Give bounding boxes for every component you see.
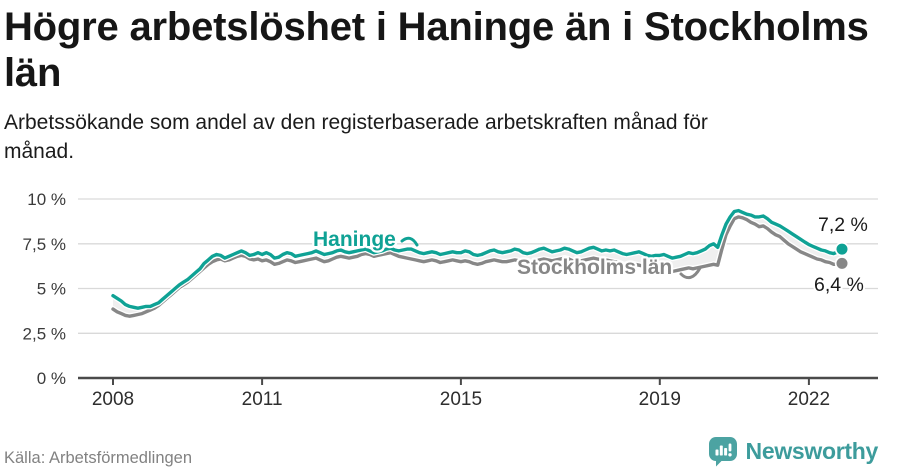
haninge-line <box>111 208 844 310</box>
y-tick-label: 5 % <box>37 279 66 298</box>
stockholms-lan-line-casing <box>110 213 845 320</box>
haninge-label-connector <box>400 236 419 247</box>
stockholms-lan-label-connector <box>679 266 702 280</box>
chart-title: Högre arbetslöshet i Haninge än i Stockh… <box>4 5 869 95</box>
x-tick-label: 2019 <box>639 389 681 410</box>
x-tick-label: 2022 <box>788 389 830 410</box>
source-note: Källa: Arbetsförmedlingen <box>4 448 193 467</box>
x-tick-label: 2011 <box>242 389 283 410</box>
y-tick-label: 2,5 % <box>23 324 66 343</box>
x-tick-label: 2015 <box>440 389 482 410</box>
stockholms-lan-end-value-label: 6,4 % <box>814 274 864 296</box>
chart-footer: Källa: Arbetsförmedlingen Newsworthy <box>4 436 900 468</box>
chart-canvas: 10 % 7,5 % 5 % 2,5 % 0 % 2008 2011 2015 2019 2022… <box>23 190 878 410</box>
haninge-end-value-label: 7,2 % <box>818 214 868 236</box>
x-tick-label: 2008 <box>92 389 134 410</box>
stockholms-lan-line <box>111 215 844 318</box>
chart-card: Högre arbetslöshet i Haninge än i Stockh… <box>4 4 900 468</box>
y-tick-label: 0 % <box>37 369 66 388</box>
stockholms-lan-series-label: Stockholms län <box>517 256 672 279</box>
y-tick-label: 10 % <box>27 190 66 209</box>
haninge-end-dot <box>836 243 848 255</box>
newsworthy-brand-link[interactable]: Newsworthy <box>708 436 878 468</box>
brand-name: Newsworthy <box>745 438 879 465</box>
stockholms-lan-end-dot <box>836 257 848 269</box>
newsworthy-logo-icon <box>708 436 738 468</box>
chart-header: Högre arbetslöshet i Haninge än i Stockh… <box>4 4 900 167</box>
y-tick-label: 7,5 % <box>23 235 66 254</box>
line-chart: 10 % 7,5 % 5 % 2,5 % 0 % 2008 2011 2015 2019 2022… <box>0 181 900 421</box>
haninge-series-label: Haninge <box>313 228 396 251</box>
chart-subtitle: Arbetssökande som andel av den registerb… <box>4 111 708 163</box>
